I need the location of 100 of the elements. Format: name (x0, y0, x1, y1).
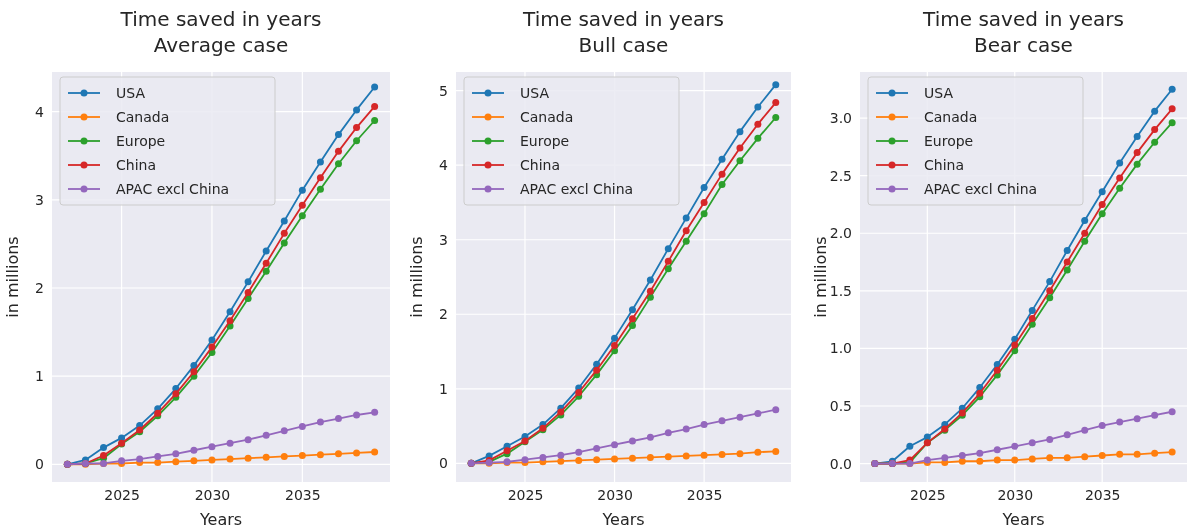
point (244, 436, 252, 444)
point (280, 239, 288, 247)
point (557, 457, 565, 465)
point (958, 457, 966, 465)
point (628, 306, 636, 314)
point (754, 103, 762, 111)
point (190, 368, 198, 376)
point (334, 415, 342, 423)
x-tick-label: 2025 (104, 486, 140, 503)
point (334, 131, 342, 139)
point (316, 158, 324, 166)
point (262, 259, 270, 267)
point (1151, 107, 1159, 115)
point (1168, 119, 1176, 127)
point (772, 81, 780, 89)
point (244, 288, 252, 296)
point (700, 198, 708, 206)
x-tick-label: 2030 (597, 486, 633, 503)
point (593, 366, 601, 374)
chart-title: Time saved in years (119, 7, 322, 31)
point (682, 214, 690, 222)
legend-label: Europe (520, 133, 570, 149)
point (226, 439, 234, 447)
legend-label: APAC excl China (116, 181, 230, 197)
point (700, 210, 708, 218)
point (208, 343, 216, 351)
point (1116, 450, 1124, 458)
point (1098, 422, 1106, 430)
point (941, 454, 949, 462)
point (628, 454, 636, 462)
point (736, 450, 744, 458)
point (611, 441, 619, 449)
point (1133, 160, 1141, 168)
point (1028, 455, 1036, 463)
point (754, 409, 762, 417)
point (1063, 431, 1071, 439)
point (334, 450, 342, 458)
point (190, 457, 198, 465)
y-tick-label: 2 (439, 306, 448, 323)
point (1028, 306, 1036, 314)
y-tick-label: 2 (35, 280, 44, 296)
legend-label: Canada (924, 109, 978, 125)
point (172, 450, 180, 458)
point (664, 257, 672, 265)
point (664, 429, 672, 437)
point (1081, 237, 1089, 245)
point (958, 452, 966, 460)
point (1063, 454, 1071, 462)
point (718, 170, 726, 178)
legend-label: APAC excl China (924, 181, 1038, 197)
point (280, 217, 288, 225)
y-tick-label: 1 (439, 380, 448, 397)
x-tick-label: 2035 (1084, 486, 1121, 503)
point (593, 456, 601, 464)
y-axis-title: in millions (811, 236, 830, 318)
point (1081, 453, 1089, 461)
point (262, 453, 270, 461)
point (993, 446, 1001, 454)
x-tick-label: 2025 (507, 486, 544, 503)
point (1116, 159, 1124, 167)
point (1081, 426, 1089, 434)
point (736, 128, 744, 136)
point (736, 157, 744, 165)
point (646, 276, 654, 284)
legend-label: China (520, 157, 560, 173)
legend-label: USA (520, 85, 550, 101)
point (353, 411, 361, 419)
x-axis-title: Years (601, 510, 645, 529)
point (1116, 184, 1124, 192)
chart-subtitle: Bull case (578, 33, 669, 57)
point (646, 287, 654, 295)
point (1151, 411, 1159, 419)
point (718, 450, 726, 458)
point (718, 155, 726, 163)
legend-label: USA (116, 85, 146, 101)
point (682, 237, 690, 245)
point (1151, 126, 1159, 134)
point (754, 448, 762, 456)
point (353, 137, 361, 145)
y-tick-label: 0.5 (829, 397, 852, 414)
point (1116, 174, 1124, 182)
chart-title: Time saved in years (922, 7, 1124, 31)
point (611, 334, 619, 342)
point (976, 457, 984, 465)
point (611, 342, 619, 350)
point (772, 447, 780, 455)
point (298, 212, 306, 220)
point (628, 321, 636, 329)
point (371, 117, 379, 124)
legend-label: Europe (924, 133, 974, 149)
point (298, 452, 306, 460)
y-tick-label: 1.5 (829, 282, 852, 299)
x-axis-title: Years (198, 510, 243, 529)
point (976, 389, 984, 397)
point (575, 448, 583, 456)
point (1011, 341, 1019, 349)
point (371, 83, 379, 91)
point (1028, 314, 1036, 322)
point (353, 124, 361, 132)
y-axis-title: in millions (3, 236, 22, 318)
